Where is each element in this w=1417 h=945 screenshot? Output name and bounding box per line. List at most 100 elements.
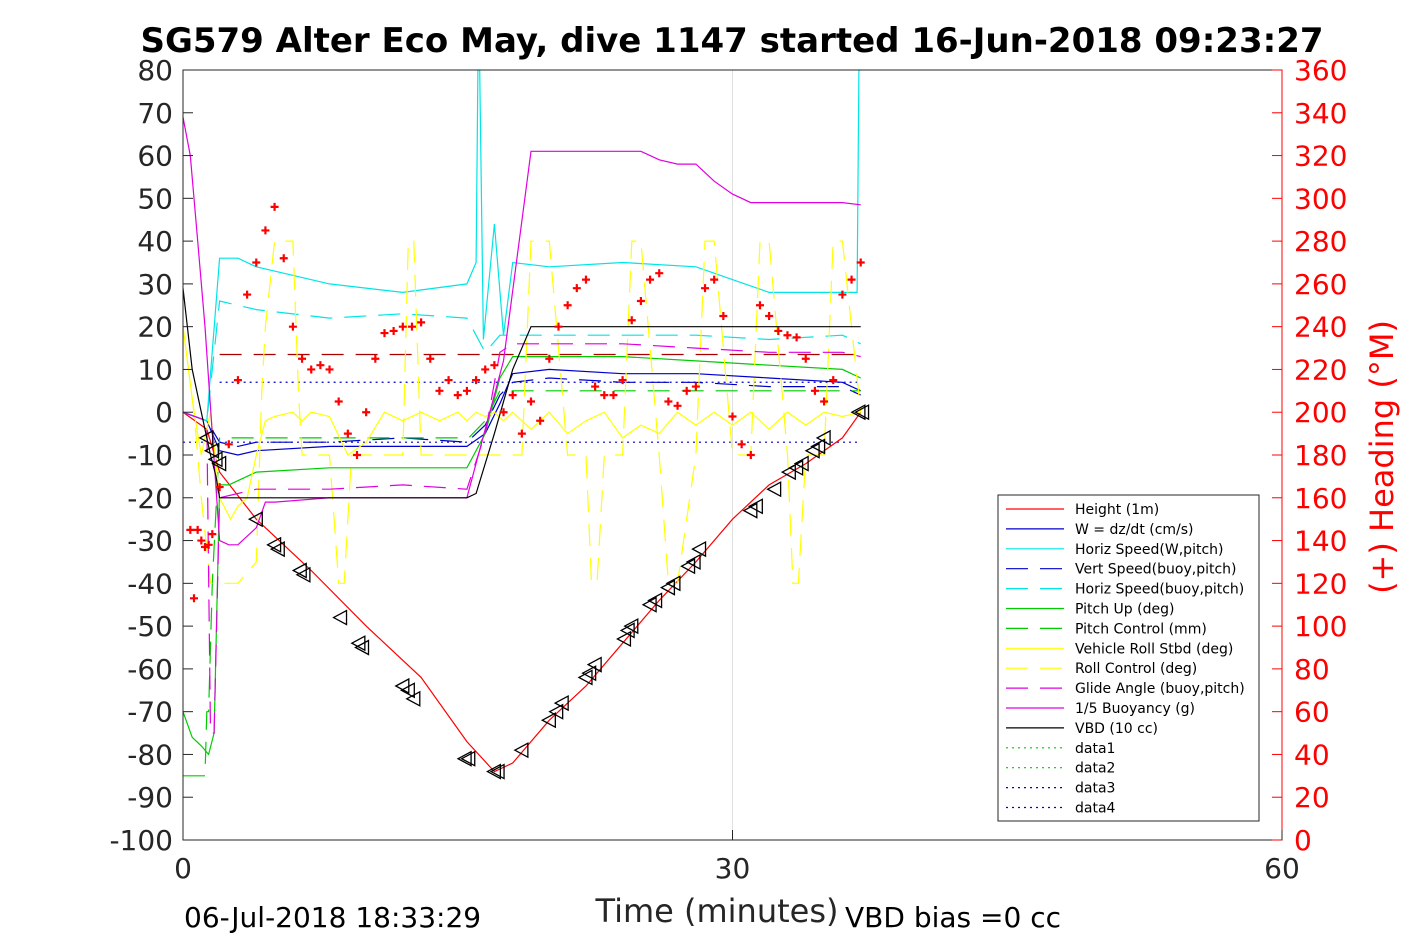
heading-point <box>353 451 362 459</box>
series-line-glide-angle-buoy-pitch <box>183 343 861 734</box>
heading-point <box>499 408 508 417</box>
right-tick-label: 280 <box>1294 225 1347 258</box>
marker-triangle <box>247 511 263 528</box>
right-tick-label: 40 <box>1294 738 1330 771</box>
heading-point <box>252 258 261 267</box>
right-tick-label: 200 <box>1294 396 1347 429</box>
right-axis-label: (+) Heading (°M) <box>1363 320 1401 594</box>
heading-point <box>490 361 499 370</box>
legend-label: W = dz/dt (cm/s) <box>1075 522 1194 538</box>
left-tick-label: -20 <box>127 482 173 515</box>
heading-point <box>243 290 252 299</box>
heading-point <box>536 416 545 425</box>
right-tick-label: 240 <box>1294 311 1347 344</box>
heading-point <box>334 397 343 406</box>
left-tick-label: -80 <box>127 738 173 771</box>
right-tick-label: 360 <box>1294 54 1347 87</box>
heading-point <box>233 376 242 385</box>
heading-point <box>426 354 435 363</box>
marker-triangle <box>350 635 366 652</box>
heading-point <box>279 254 288 263</box>
heading-point <box>527 397 536 406</box>
legend-label: Pitch Control (mm) <box>1075 621 1207 637</box>
heading-layer <box>186 202 865 603</box>
legend-label: Horiz Speed(W,pitch) <box>1075 542 1223 558</box>
marker-triangle <box>616 630 632 648</box>
left-tick-label: -30 <box>127 525 173 558</box>
heading-point <box>215 483 224 492</box>
heading-point <box>774 326 783 335</box>
marker-triangle <box>211 455 227 472</box>
heading-point <box>591 382 600 391</box>
heading-point <box>389 326 398 335</box>
marker-triangle <box>619 622 635 639</box>
series-line-vehicle-roll-stbd-deg <box>183 326 861 521</box>
series-line-vert-speed-buoy-pitch <box>183 377 861 448</box>
left-tick-label: -70 <box>127 696 173 729</box>
heading-point <box>664 397 673 406</box>
right-tick-label: 180 <box>1294 439 1347 472</box>
heading-point <box>801 354 810 363</box>
marker-triangle <box>854 404 870 421</box>
heading-point <box>691 382 700 391</box>
marker-triangle <box>780 464 796 481</box>
marker-triangle <box>665 575 681 592</box>
x-tick-label: 30 <box>715 852 751 885</box>
marker-triangle <box>513 742 529 759</box>
left-tick-label: 50 <box>137 182 173 215</box>
legend-label: data2 <box>1075 761 1115 777</box>
legend-label: Height (1m) <box>1075 502 1159 518</box>
heading-point <box>581 275 590 284</box>
marker-triangle <box>332 609 348 626</box>
right-tick-label: 160 <box>1294 482 1347 515</box>
heading-point <box>472 376 481 385</box>
legend-label: data3 <box>1075 781 1115 797</box>
marker-triangle <box>747 498 763 515</box>
marker-triangle <box>456 750 472 767</box>
right-tick-label: 140 <box>1294 525 1347 558</box>
right-tick-label: 0 <box>1294 824 1312 857</box>
right-tick-label: 60 <box>1294 696 1330 729</box>
marker-triangle <box>810 438 826 455</box>
legend-label: data1 <box>1075 741 1115 757</box>
left-tick-label: 70 <box>137 97 173 130</box>
marker-triangle <box>586 656 602 673</box>
heading-point <box>618 376 627 385</box>
x-tick-label: 60 <box>1264 852 1300 885</box>
left-axis: 80 70 60 50 40 30 20 10 0 -10 -20 -30 -40 -50 -60 -70 -8… <box>109 54 193 857</box>
heading-point <box>545 354 554 363</box>
heading-point <box>746 451 755 459</box>
x-axis: 0 30 60 <box>174 830 1300 885</box>
marker-triangle <box>691 541 707 558</box>
marker-triangle <box>540 712 556 729</box>
heading-point <box>765 311 774 320</box>
left-tick-label: 10 <box>137 353 173 386</box>
heading-point <box>755 301 764 310</box>
heading-point <box>435 386 444 395</box>
heading-point <box>627 316 636 325</box>
heading-point <box>710 275 719 284</box>
heading-point <box>572 284 581 293</box>
heading-point <box>453 391 462 400</box>
marker-triangle <box>295 566 311 583</box>
series-line-roll-control-deg <box>183 240 862 584</box>
heading-point <box>847 275 856 284</box>
heading-point <box>701 284 710 293</box>
marker-triangle <box>460 750 476 767</box>
footer-timestamp: 06-Jul-2018 18:33:29 <box>184 901 481 934</box>
marker-triangle <box>203 442 219 459</box>
heading-point <box>444 376 453 385</box>
heading-point <box>810 386 819 395</box>
heading-point <box>481 365 490 374</box>
left-tick-label: -90 <box>127 781 173 814</box>
heading-point <box>316 361 325 370</box>
heading-point <box>197 536 206 545</box>
marker-triangle <box>815 429 831 446</box>
chart-title: SG579 Alter Eco May, dive 1147 started 1… <box>140 21 1323 61</box>
heading-point <box>673 401 682 410</box>
left-tick-label: -40 <box>127 567 173 600</box>
marker-triangle <box>766 481 782 498</box>
marker-triangle <box>291 562 307 579</box>
heading-point <box>554 322 563 331</box>
legend-label: VBD (10 cc) <box>1075 721 1158 737</box>
